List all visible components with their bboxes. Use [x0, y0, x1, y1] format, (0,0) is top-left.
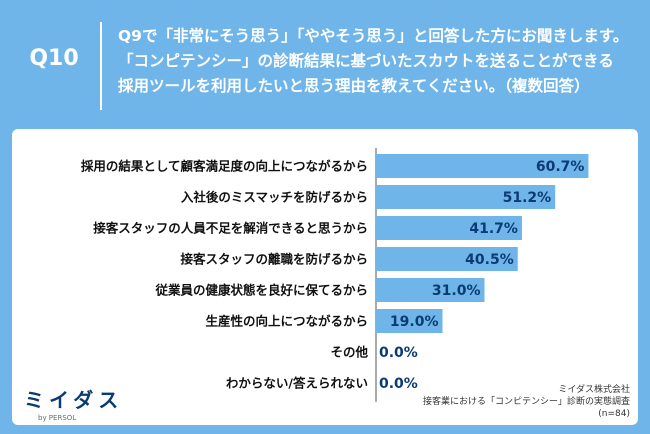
question-line-1: Q9で「非常にそう思う」「ややそう思う」と回答した方にお聞きします。	[118, 27, 629, 45]
value-label: 41.7%	[469, 221, 518, 237]
question-line-2: 「コンピテンシー」の診断結果に基づいたスカウトを送ることができる	[118, 52, 614, 70]
value-label: 31.0%	[432, 283, 481, 299]
header-divider	[100, 22, 102, 110]
question-header: Q10 Q9で「非常にそう思う」「ややそう思う」と回答した方にお聞きします。 「…	[0, 0, 650, 124]
value-label: 19.0%	[390, 314, 439, 330]
source-sample-size: (n=84)	[598, 409, 630, 419]
bar	[376, 309, 443, 333]
category-label: 入社後のミスマッチを防げるから	[181, 190, 368, 205]
question-line-3: 採用ツールを利用したいと思う理由を教えてください。（複数回答）	[118, 77, 590, 95]
bar	[376, 247, 518, 271]
category-label: 接客スタッフの離職を防げるから	[180, 252, 368, 267]
category-label: 接客スタッフの人員不足を解消できると思うから	[93, 221, 368, 236]
value-label: 40.5%	[465, 252, 514, 268]
brand-logo: ミイダス by PERSOL	[24, 384, 123, 422]
value-label: 51.2%	[503, 190, 552, 206]
bar	[376, 216, 522, 240]
logo-text: ミイダス	[24, 388, 124, 412]
value-label: 0.0%	[379, 376, 418, 392]
source-note: ミイダス株式会社 接客業における「コンピテンシー」診断の実態調査 (n=84)	[423, 384, 630, 420]
category-label: 生産性の向上につながるから	[205, 314, 368, 329]
source-survey: 接客業における「コンピテンシー」診断の実態調査	[422, 397, 630, 407]
question-number: Q10	[29, 46, 79, 71]
category-label: 採用の結果として顧客満足度の向上につながるから	[81, 159, 368, 174]
value-label: 60.7%	[536, 159, 585, 175]
bar	[376, 185, 556, 209]
category-label: その他	[330, 345, 368, 360]
category-label: わからない/答えられない	[226, 376, 368, 391]
bar	[376, 154, 589, 178]
chart-panel	[12, 129, 638, 425]
logo-subtext: by PERSOL	[38, 414, 77, 422]
question-text: Q9で「非常にそう思う」「ややそう思う」と回答した方にお聞きします。 「コンピテ…	[118, 24, 638, 99]
bar	[376, 278, 485, 302]
source-company: ミイダス株式会社	[558, 385, 630, 395]
category-label: 従業員の健康状態を良好に保てるから	[154, 283, 368, 298]
value-label: 0.0%	[379, 345, 418, 361]
